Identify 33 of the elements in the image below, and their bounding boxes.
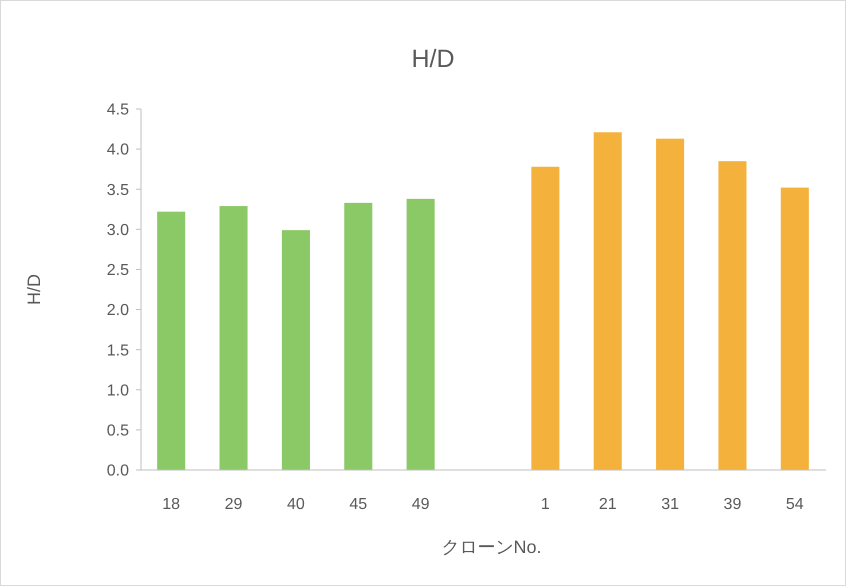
y-tick-label: 0.5	[106, 422, 130, 440]
y-tick-label: 0.0	[106, 462, 130, 480]
x-tick-label: 1	[540, 496, 550, 513]
x-tick-label: 29	[224, 496, 243, 513]
x-tick-label: 45	[349, 496, 368, 513]
chart-title: H/D	[411, 45, 455, 73]
x-axis-title: クローンNo.	[441, 537, 542, 557]
bar	[406, 198, 435, 470]
y-tick-label: 4.0	[106, 142, 130, 159]
y-tick-label: 2.5	[106, 262, 130, 280]
bar	[531, 166, 560, 470]
x-tick-label: 39	[724, 496, 742, 513]
bar	[780, 188, 809, 470]
bar	[718, 161, 746, 470]
y-tick-label: 3.5	[106, 182, 130, 199]
x-tick-label: 18	[162, 496, 180, 513]
x-tick-label: 21	[598, 496, 617, 513]
y-tick-label: 2.0	[106, 302, 130, 320]
y-tick-label: 4.5	[106, 102, 130, 119]
bar	[282, 230, 310, 470]
bar	[594, 132, 622, 470]
bar	[656, 138, 684, 470]
y-tick-label: 1.5	[106, 342, 130, 360]
x-tick-label: 31	[661, 496, 680, 513]
y-tick-label: 1.0	[106, 382, 130, 400]
bar	[157, 212, 186, 470]
y-tick-label: 3.0	[106, 222, 130, 239]
bar	[344, 202, 372, 470]
x-tick-label: 49	[412, 496, 430, 513]
x-tick-label: 54	[786, 496, 804, 513]
y-axis-title: H/D	[24, 274, 44, 305]
bar	[220, 206, 248, 470]
x-tick-label: 40	[287, 496, 305, 513]
